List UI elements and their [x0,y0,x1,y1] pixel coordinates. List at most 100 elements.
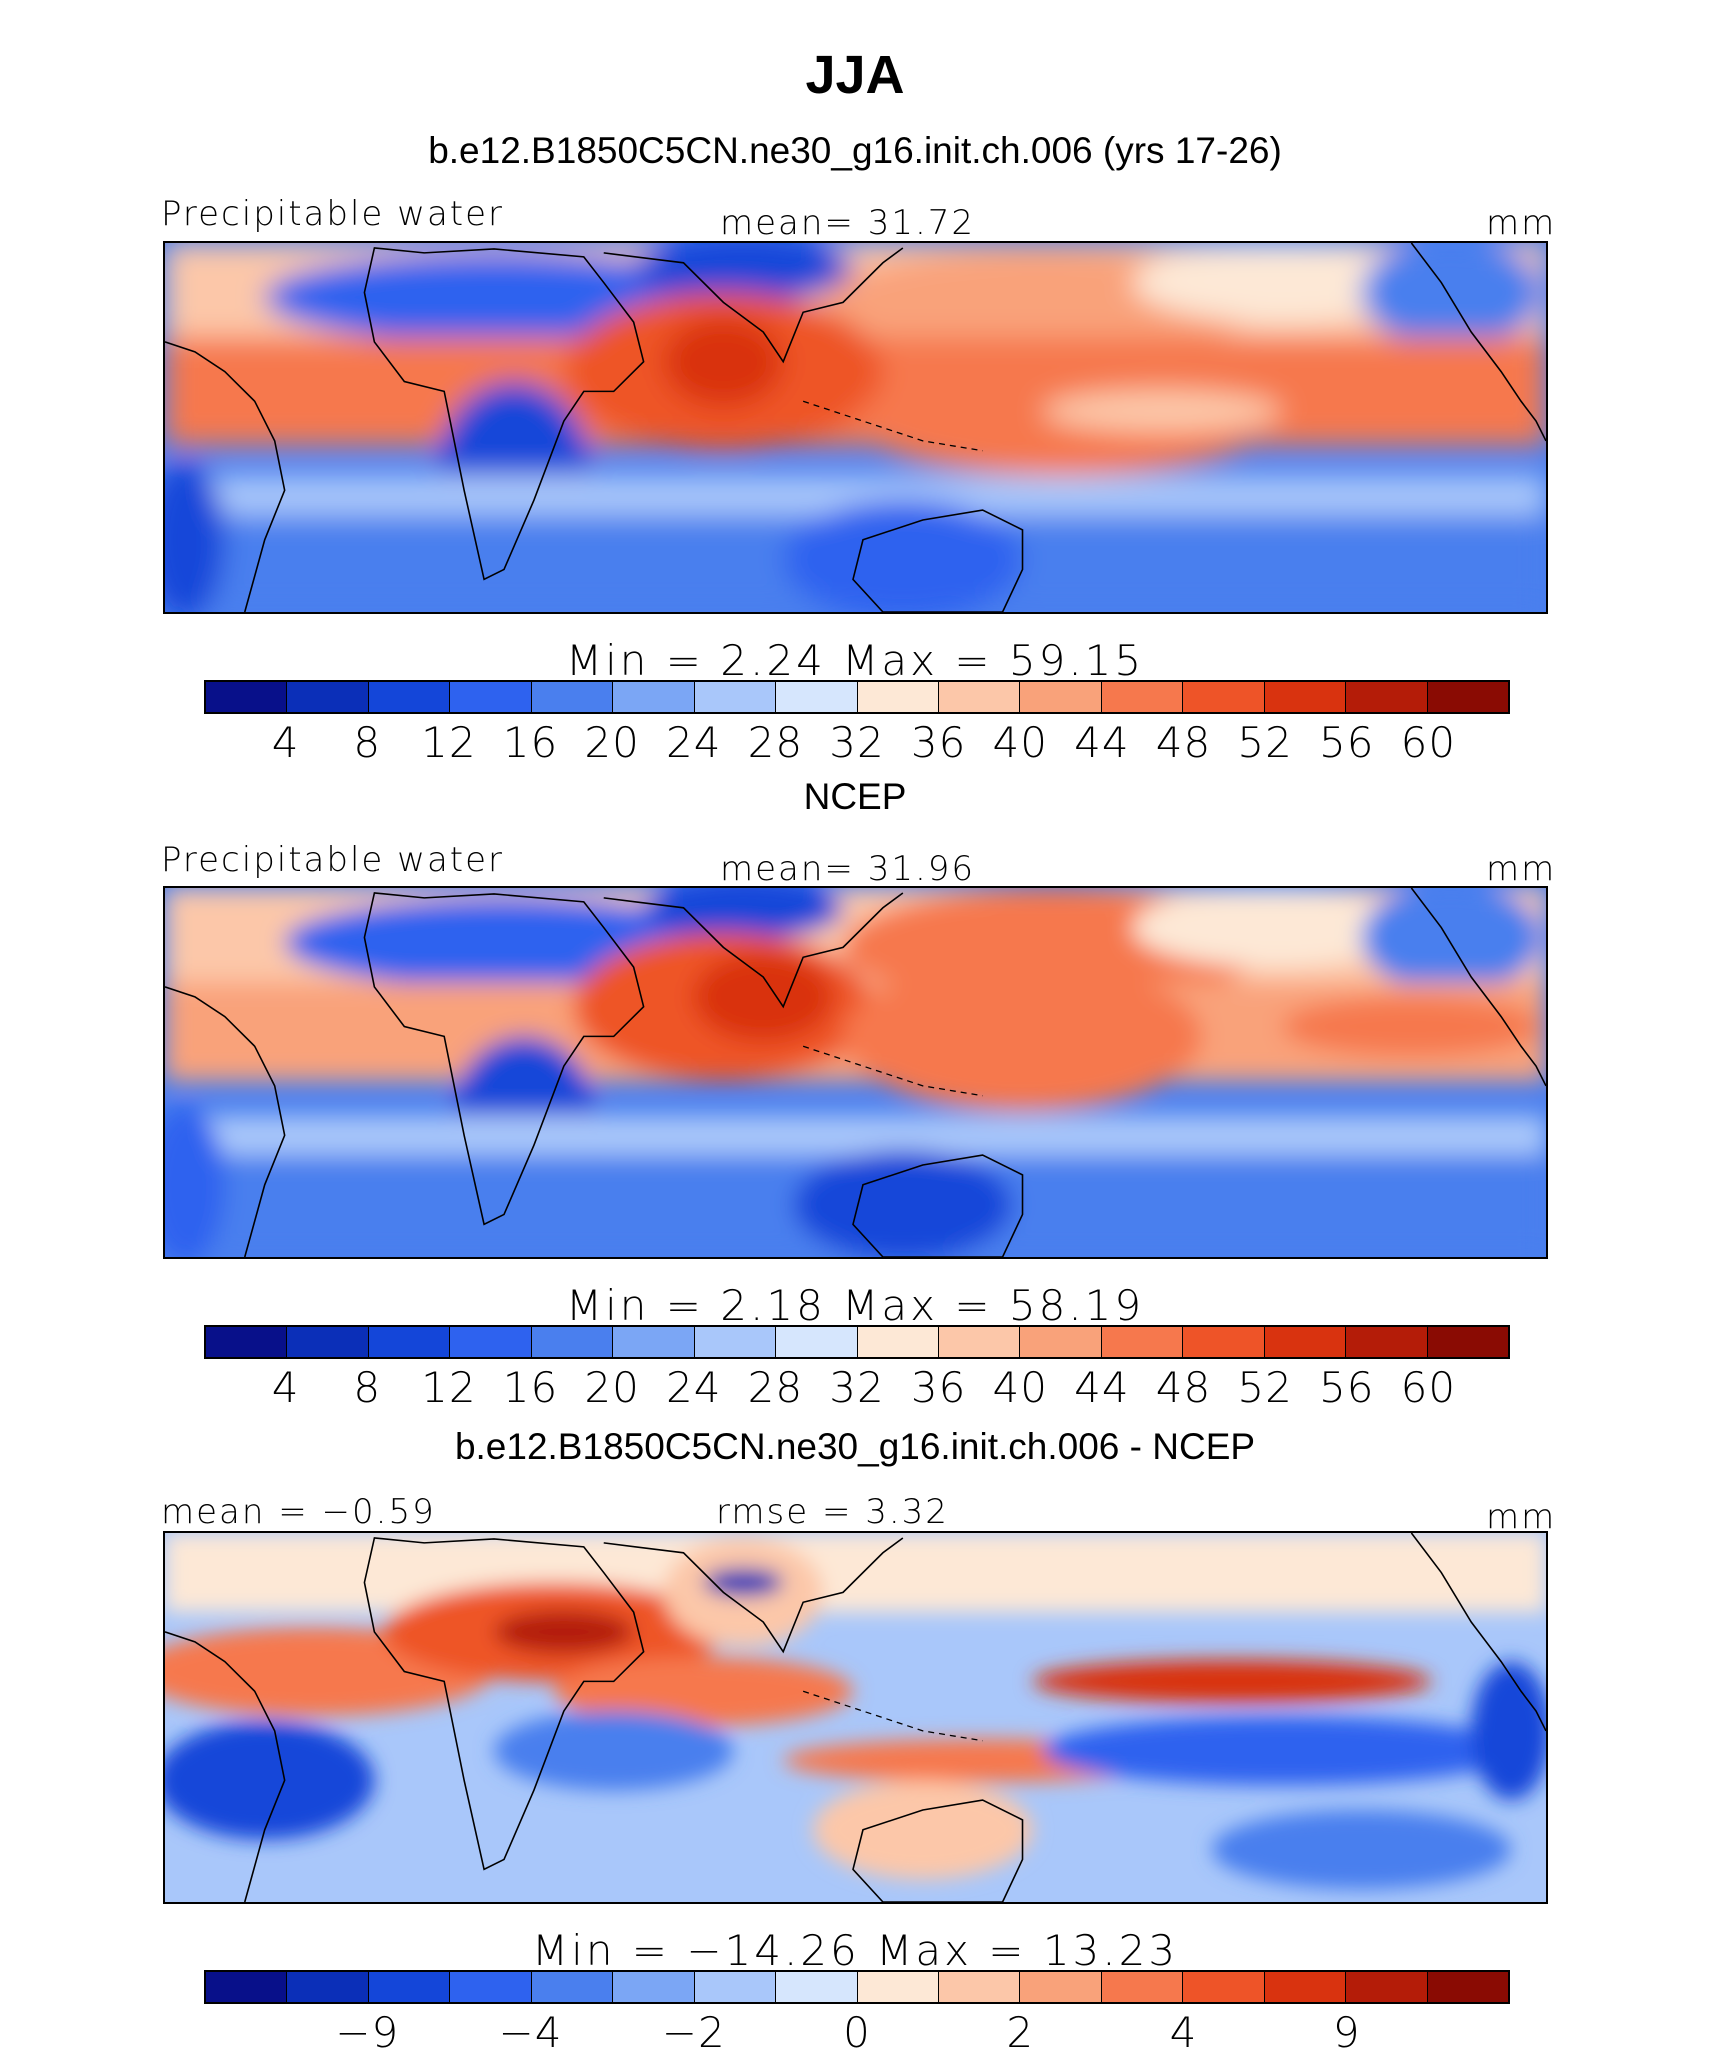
colorbar-bin [1183,1327,1265,1357]
panel-2-minmax: Min = 2.18 Max = 58.19 [565,1281,1145,1330]
colorbar-bin [287,1327,369,1357]
colorbar-bin [1020,1972,1102,2002]
colorbar-bin [531,1972,614,2002]
colorbar-tick-label: 32 [829,1363,885,1412]
colorbar-bin [368,1327,451,1357]
colorbar-bin [857,682,939,712]
panel-1-variable-label: Precipitable water [161,194,505,234]
colorbar-tick-label: 4 [1169,2008,1198,2057]
colorbar-bin [531,682,614,712]
colorbar-bin [613,682,695,712]
panel-3-colorbar [204,1970,1510,2004]
panel-3-map [163,1531,1548,1904]
colorbar-bin [368,1972,451,2002]
colorbar-bin [368,682,451,712]
colorbar-tick-label: 48 [1155,718,1212,767]
colorbar-tick-label: 44 [1074,1363,1130,1412]
colorbar-bin [938,1972,1021,2002]
colorbar-bin [1183,1972,1265,2002]
colorbar-bin [1101,1972,1184,2002]
panel-1-title: b.e12.B1850C5CN.ne30_g16.init.ch.006 (yr… [428,130,1282,171]
panel-3-minmax: Min = −14.26 Max = 13.23 [531,1926,1179,1975]
colorbar-bin [450,1327,532,1357]
colorbar-bin [1264,1327,1347,1357]
colorbar-tick-label: −9 [335,2008,400,2057]
colorbar-bin [1346,682,1428,712]
panel-2-variable-label: Precipitable water [161,840,505,880]
colorbar-tick-label: 48 [1155,1363,1212,1412]
panel-2-units: mm [1486,849,1557,889]
colorbar-tick-label: 4 [271,718,300,767]
colorbar-tick-label: 16 [502,1363,559,1412]
colorbar-tick-label: 8 [353,1363,382,1412]
colorbar-bin [776,1972,858,2002]
colorbar-bin [287,1972,369,2002]
colorbar-tick-label: 2 [1006,2008,1035,2057]
colorbar-tick-label: 56 [1319,1363,1375,1412]
colorbar-tick-label: 44 [1074,718,1130,767]
colorbar-bin [1264,1972,1347,2002]
colorbar-tick-label: 52 [1237,1363,1293,1412]
colorbar-tick-label: 24 [666,718,722,767]
panel-2-colorbar-ticks: 4 8 12 16 20 24 28 32 36 40 44 48 52 56 60 [204,1363,1510,1412]
panel-1-mean-label: mean= 31.72 [720,203,976,243]
colorbar-tick-label: 56 [1319,718,1375,767]
colorbar-bin [694,682,777,712]
colorbar-tick-label: 8 [353,718,382,767]
colorbar-bin [694,1972,777,2002]
colorbar-tick-label: 60 [1400,718,1457,767]
colorbar-bin [1346,1327,1428,1357]
panel-3-units: mm [1486,1497,1557,1537]
colorbar-bin [857,1327,939,1357]
figure-title: JJA [805,45,905,105]
colorbar-bin [1427,682,1508,712]
panel-2-colorbar [204,1325,1510,1359]
panel-1-units: mm [1486,203,1557,243]
colorbar-tick-label: 28 [747,718,804,767]
colorbar-bin [206,1972,288,2002]
colorbar-bin [694,1327,777,1357]
colorbar-tick-label: 20 [584,718,640,767]
colorbar-tick-label: 40 [992,1363,1048,1412]
colorbar-tick-label: 32 [829,718,885,767]
colorbar-bin [776,1327,858,1357]
panel-3-colorbar-ticks: −9 −4 −2 0 2 4 9 [204,2008,1510,2057]
panel-3-mean-label: mean = −0.59 [161,1492,436,1532]
panel-3-field [165,1533,1546,1902]
panel-1-colorbar [204,680,1510,714]
colorbar-tick-label: 0 [843,2008,871,2057]
panel-2-field [165,888,1546,1257]
colorbar-bin [206,1327,288,1357]
colorbar-bin [531,1327,614,1357]
colorbar-bin [776,682,858,712]
colorbar-bin [1020,682,1102,712]
colorbar-bin [1427,1972,1508,2002]
colorbar-tick-label: 9 [1332,2008,1361,2057]
colorbar-bin [857,1972,939,2002]
colorbar-bin [287,682,369,712]
colorbar-tick-label: −4 [498,2008,563,2057]
panel-2-title: NCEP [803,776,907,817]
panel-3-rmse-label: rmse = 3.32 [716,1492,949,1532]
colorbar-bin [450,1972,532,2002]
colorbar-bin [1101,682,1184,712]
panel-1-colorbar-ticks: 4 8 12 16 20 24 28 32 36 40 44 48 52 56 60 [204,718,1510,767]
panel-1-field [165,243,1546,612]
colorbar-bin [1346,1972,1428,2002]
colorbar-tick-label: 60 [1400,1363,1457,1412]
colorbar-tick-label: 40 [992,718,1048,767]
panel-2-map [163,886,1548,1259]
colorbar-bin [613,1327,695,1357]
colorbar-bin [1183,682,1265,712]
colorbar-tick-label: 28 [747,1363,804,1412]
colorbar-tick-label: 36 [910,718,967,767]
colorbar-bin [1101,1327,1184,1357]
panel-1-minmax: Min = 2.24 Max = 59.15 [565,636,1145,685]
colorbar-tick-label: 12 [421,1363,477,1412]
colorbar-bin [938,682,1021,712]
panel-3-title: b.e12.B1850C5CN.ne30_g16.init.ch.006 - N… [454,1426,1256,1467]
panel-1-map [163,241,1548,614]
colorbar-tick-label: 12 [421,718,477,767]
colorbar-bin [613,1972,695,2002]
colorbar-tick-label: 16 [502,718,559,767]
